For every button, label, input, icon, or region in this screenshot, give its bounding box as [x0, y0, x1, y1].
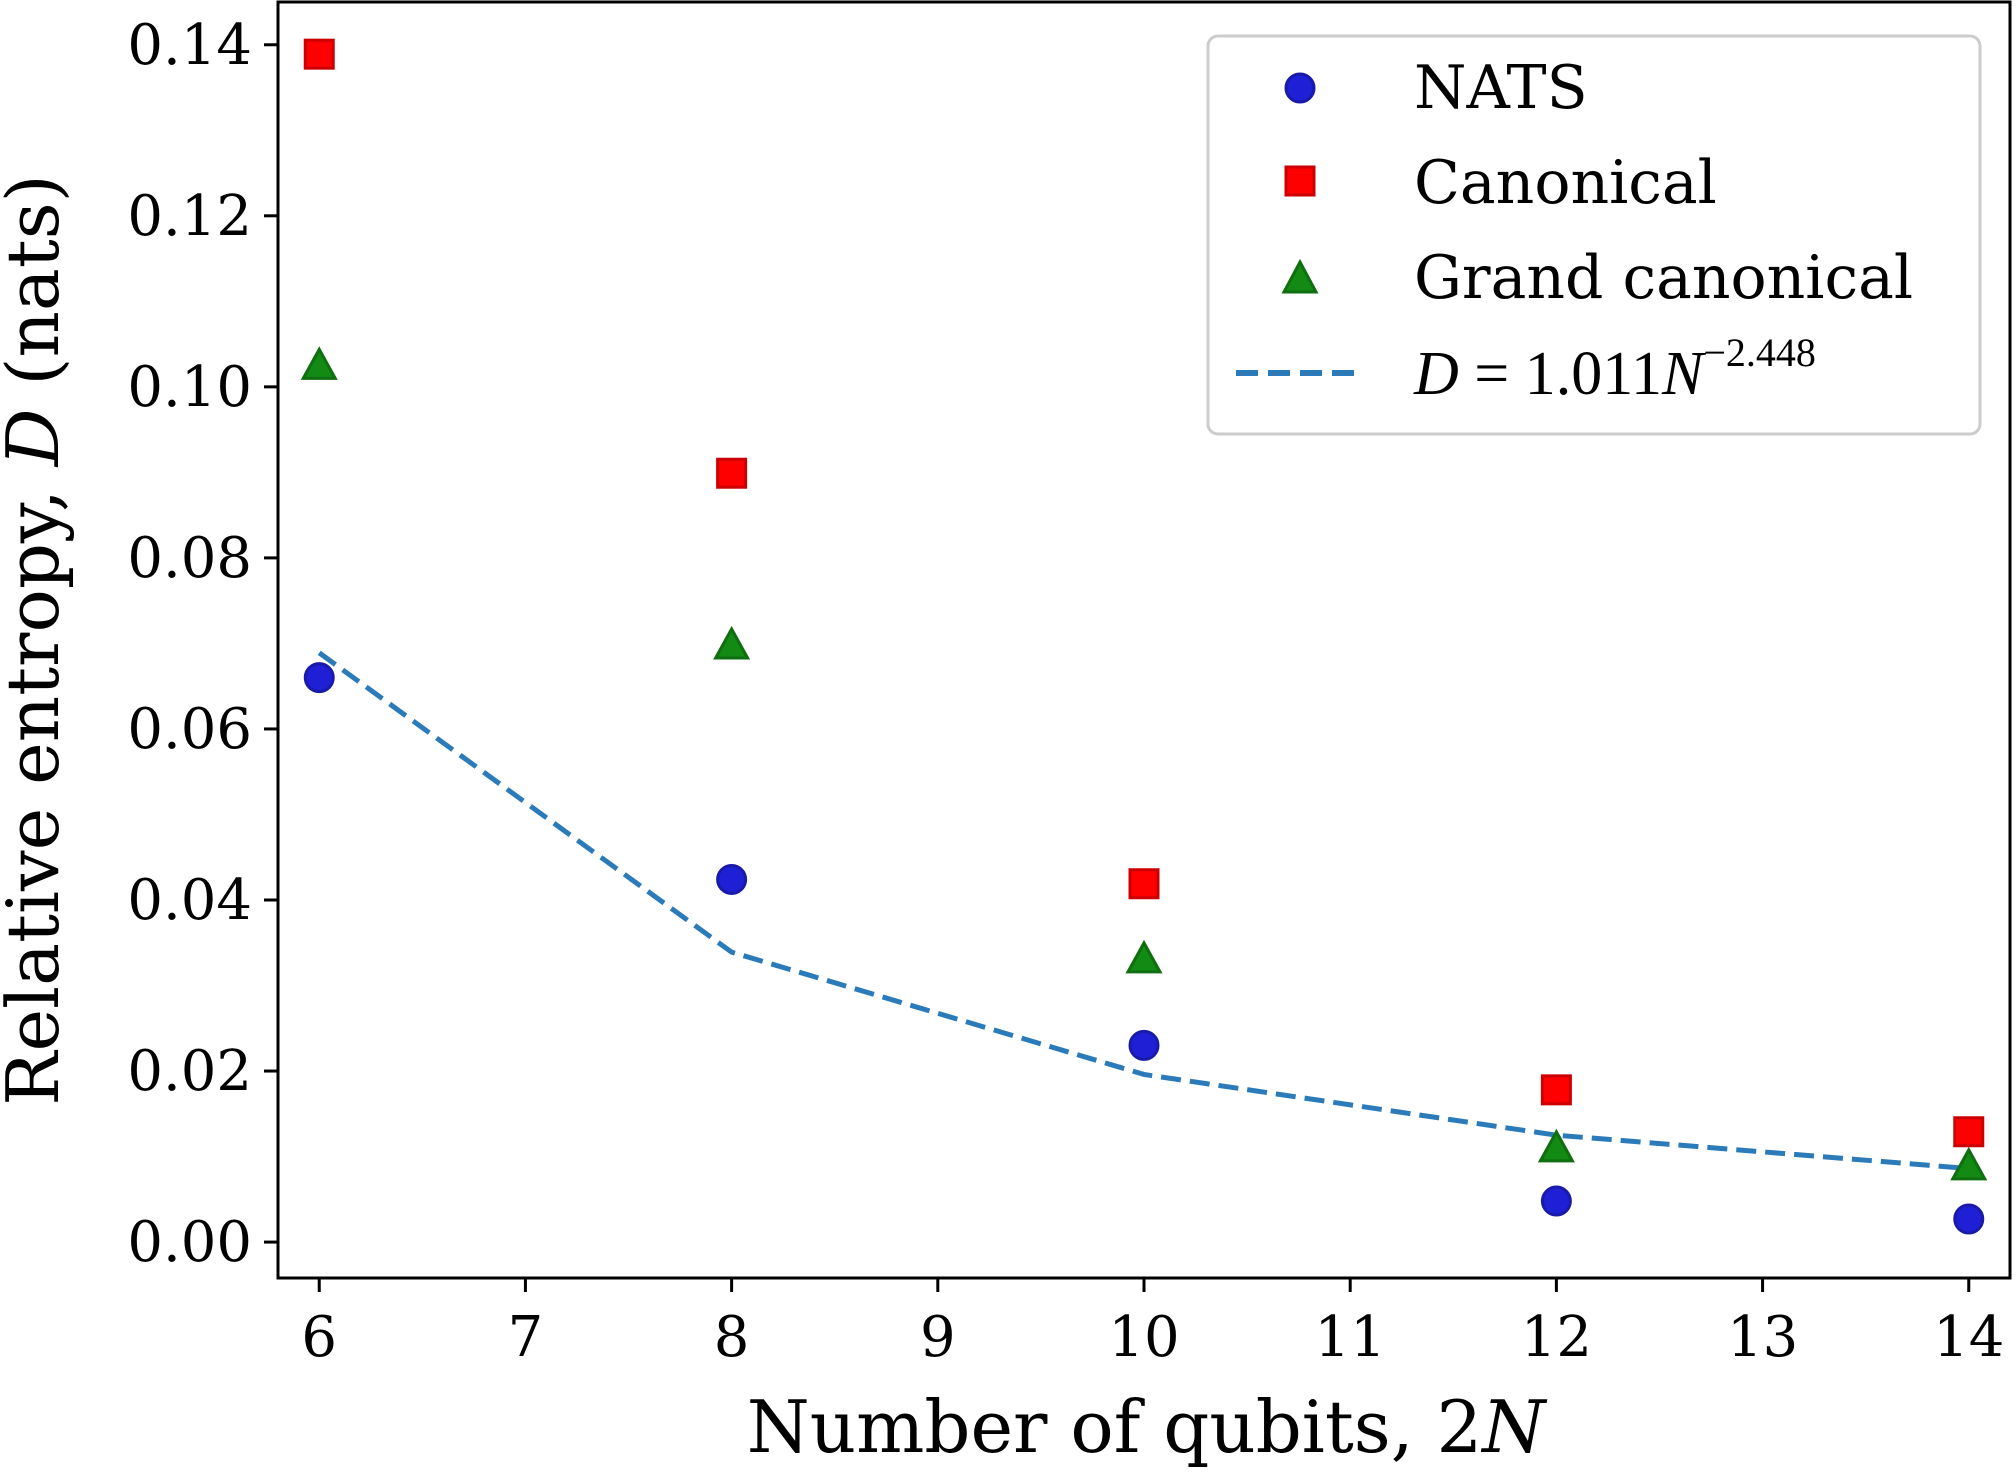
point-nats [303, 662, 335, 694]
legend-item-fit: D = 1.011N−2.448 [1236, 330, 1816, 408]
legend: NATS Canonical Grand canonical D = 1.011… [1206, 34, 1982, 436]
point-nats [1128, 1029, 1160, 1061]
legend-marker-triangle [1281, 258, 1319, 294]
x-tick-label: 6 [301, 1305, 337, 1370]
legend-label-canonical: Canonical [1414, 148, 1717, 218]
point-canonical [1953, 1116, 1985, 1148]
x-tick-label: 9 [920, 1305, 956, 1370]
axes-layer: 6 7 8 9 10 11 12 13 14 0.00 0.02 0.04 0.06 0.08 0.10 0.… [127, 13, 2004, 1370]
x-tick-label: 14 [1933, 1305, 2004, 1370]
y-axis-label: Relative entropy, D (nats) [0, 174, 75, 1106]
point-grand-canonical [1537, 1128, 1575, 1163]
point-canonical [1128, 868, 1160, 900]
y-tick-label: 0.08 [127, 526, 252, 591]
y-tick-label: 0.04 [127, 868, 252, 933]
fit-line-layer [317, 650, 1969, 1172]
legend-marker-circle [1284, 72, 1316, 104]
point-nats [716, 863, 748, 895]
y-tick-label: 0.02 [127, 1039, 252, 1104]
x-axis-label: Number of qubits, 2N [747, 1385, 1549, 1469]
legend-item-nats: NATS [1284, 53, 1588, 123]
fit-line [317, 650, 1969, 1172]
y-tick-label: 0.12 [127, 184, 252, 249]
point-canonical [1540, 1074, 1572, 1106]
legend-marker-square [1284, 165, 1316, 197]
y-tick-label: 0.06 [127, 697, 252, 762]
point-grand-canonical [713, 625, 751, 660]
legend-item-canonical: Canonical [1284, 148, 1717, 218]
point-canonical [716, 457, 748, 489]
x-tick-label: 13 [1727, 1305, 1798, 1370]
point-grand-canonical [1950, 1146, 1988, 1181]
legend-label-nats: NATS [1414, 53, 1588, 123]
point-grand-canonical [300, 346, 338, 380]
x-tick-label: 10 [1108, 1305, 1179, 1370]
point-nats [1540, 1185, 1572, 1217]
legend-label-fit: D = 1.011N−2.448 [1413, 330, 1816, 408]
x-tick-label: 8 [714, 1305, 750, 1370]
legend-frame [1206, 34, 1982, 436]
x-tick-label: 12 [1521, 1305, 1592, 1370]
markers-layer [300, 38, 1988, 1235]
point-grand-canonical [1125, 939, 1163, 974]
x-tick-label: 7 [508, 1305, 544, 1370]
legend-item-grand-canonical: Grand canonical [1281, 243, 1913, 313]
y-tick-label: 0.14 [127, 13, 252, 78]
legend-label-grand-canonical: Grand canonical [1414, 243, 1913, 313]
point-canonical [303, 38, 335, 70]
y-tick-label: 0.10 [127, 355, 252, 420]
y-tick-label: 0.00 [127, 1210, 252, 1275]
point-nats [1953, 1203, 1985, 1235]
x-tick-label: 11 [1315, 1305, 1386, 1370]
